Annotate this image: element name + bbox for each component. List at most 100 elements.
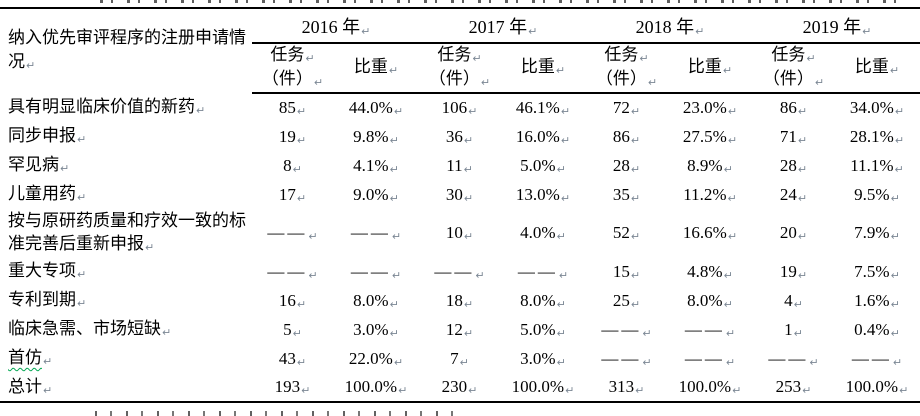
cell-value: 1.6% [854,290,890,310]
paragraph-mark: ↵ [308,230,318,243]
sub-header-share: 比重↵ [499,43,586,94]
value-cell: 193↵ [252,373,332,402]
paragraph-mark: ↵ [630,105,641,118]
cell-value: —— [350,223,391,242]
cell-value: 13.0% [515,184,560,204]
value-cell: 5.0%↵ [499,315,586,344]
paragraph-mark: ↵ [560,105,571,118]
row-label: 按与原研药质量和疗效一致的标准完善后重新申报 [8,211,246,253]
paragraph-mark: ↵ [899,384,909,397]
paragraph-mark: ↵ [725,326,736,340]
cell-value: 36 [445,126,463,146]
value-cell: 253↵ [753,373,833,402]
value-cell: 3.0%↵ [332,315,419,344]
paragraph-mark: ↵ [296,105,307,118]
cell-value: 22.0% [348,348,393,368]
paragraph-mark: ↵ [391,230,402,243]
value-cell: 28.1%↵ [833,122,920,151]
cell-value: 3.0% [353,319,389,339]
cell-value: 5.0% [520,155,556,175]
year-header-2017: 2017 年↵ [419,8,586,44]
cell-value: 27.5% [682,126,727,146]
tasks-label-line2: （件） [261,69,313,88]
paragraph-mark: ↵ [77,268,87,281]
value-cell: 19↵ [252,122,332,151]
value-cell-empty: ——↵ [419,257,499,286]
tasks-label-line2: （件） [762,69,814,88]
row-label-cell: 临床急需、市场短缺↵ [0,315,252,344]
paragraph-mark: ↵ [556,297,566,311]
value-cell: 4.1%↵ [332,151,419,180]
value-cell: 24↵ [753,180,833,209]
paragraph-mark: ↵ [468,105,478,118]
cell-value: 4.0% [520,223,556,242]
row-label-cell: 儿童用药↵ [0,180,252,209]
cell-value: 5.0% [520,319,556,339]
value-cell: 7.9%↵ [833,209,920,257]
clipped-footnote-bottom-edge [95,411,455,416]
paragraph-mark: ↵ [459,355,469,369]
paragraph-mark: ↵ [894,105,905,118]
table-row: 儿童用药↵ 17↵ 9.0%↵ 30↵ 13.0%↵ 35↵ 11.2%↵ 24↵ 9.5%↵ [0,180,920,209]
value-cell-empty: ——↵ [252,209,332,257]
paragraph-mark: ↵ [292,162,302,176]
paragraph-mark: ↵ [301,384,311,397]
cell-value: 4.1% [353,155,389,175]
paragraph-mark: ↵ [565,384,575,397]
value-cell: 7.5%↵ [833,257,920,286]
paragraph-mark: ↵ [793,326,803,340]
value-cell-empty: ——↵ [666,315,753,344]
cell-value: 16.6% [682,223,727,242]
value-cell: 36↵ [419,122,499,151]
paragraph-mark: ↵ [389,133,399,147]
sub-header-tasks: 任务↵ （件）↵ [586,43,666,94]
cell-value: 9.8% [353,126,389,146]
cell-value: —— [684,348,725,368]
value-cell: 1.6%↵ [833,286,920,315]
paragraph-mark: ↵ [463,133,474,147]
value-cell: 100.0%↵ [833,373,920,402]
value-cell: 11.1%↵ [833,151,920,180]
share-label: 比重 [687,57,722,76]
value-cell: 85↵ [252,93,332,122]
paragraph-mark: ↵ [797,191,808,205]
value-cell: 28↵ [586,151,666,180]
tasks-label-line1: 任务 [270,45,305,64]
cell-value: 7 [450,348,459,368]
value-cell: 11.2%↵ [666,180,753,209]
cell-value: 7.9% [854,223,890,242]
sub-header-share: 比重↵ [833,43,920,94]
value-cell: 30↵ [419,180,499,209]
row-label: 专利到期 [8,290,76,309]
row-label: 首仿 [8,348,42,367]
paragraph-mark: ↵ [630,162,641,176]
paragraph-mark: ↵ [308,268,318,282]
cell-value: 100.0% [845,377,899,396]
sub-header-tasks: 任务↵ （件）↵ [419,43,499,94]
cell-value: 230 [441,377,468,396]
paragraph-mark: ↵ [722,64,733,77]
value-cell: 71↵ [753,122,833,151]
value-cell: 16.6%↵ [666,209,753,257]
value-cell: 25↵ [586,286,666,315]
paragraph-mark: ↵ [890,230,900,243]
value-cell: 44.0%↵ [332,93,419,122]
paragraph-mark: ↵ [26,59,36,72]
year-header-row: 纳入优先审评程序的注册申请情况↵ 2016 年↵ 2017 年↵ 2018 年↵… [0,8,920,72]
cell-value: 44.0% [348,98,393,117]
cell-value: 7.5% [854,261,890,281]
cell-value: 100.0% [511,377,565,396]
table-row: 重大专项↵ ——↵ ——↵ ——↵ ——↵ 15↵ 4.8%↵ 19↵ 7.5%↵ [0,257,920,286]
cell-value: 17 [278,184,296,204]
share-label: 比重 [854,57,889,76]
cell-value: 9.0% [353,184,389,204]
row-label-cell: 具有明显临床价值的新药↵ [0,93,252,122]
paragraph-mark: ↵ [361,24,371,38]
value-cell: 9.5%↵ [833,180,920,209]
paragraph-mark: ↵ [77,191,87,204]
row-label: 总计 [8,376,42,396]
paragraph-mark: ↵ [388,64,399,77]
paragraph-mark: ↵ [727,191,737,205]
cell-value: 313 [608,377,635,396]
